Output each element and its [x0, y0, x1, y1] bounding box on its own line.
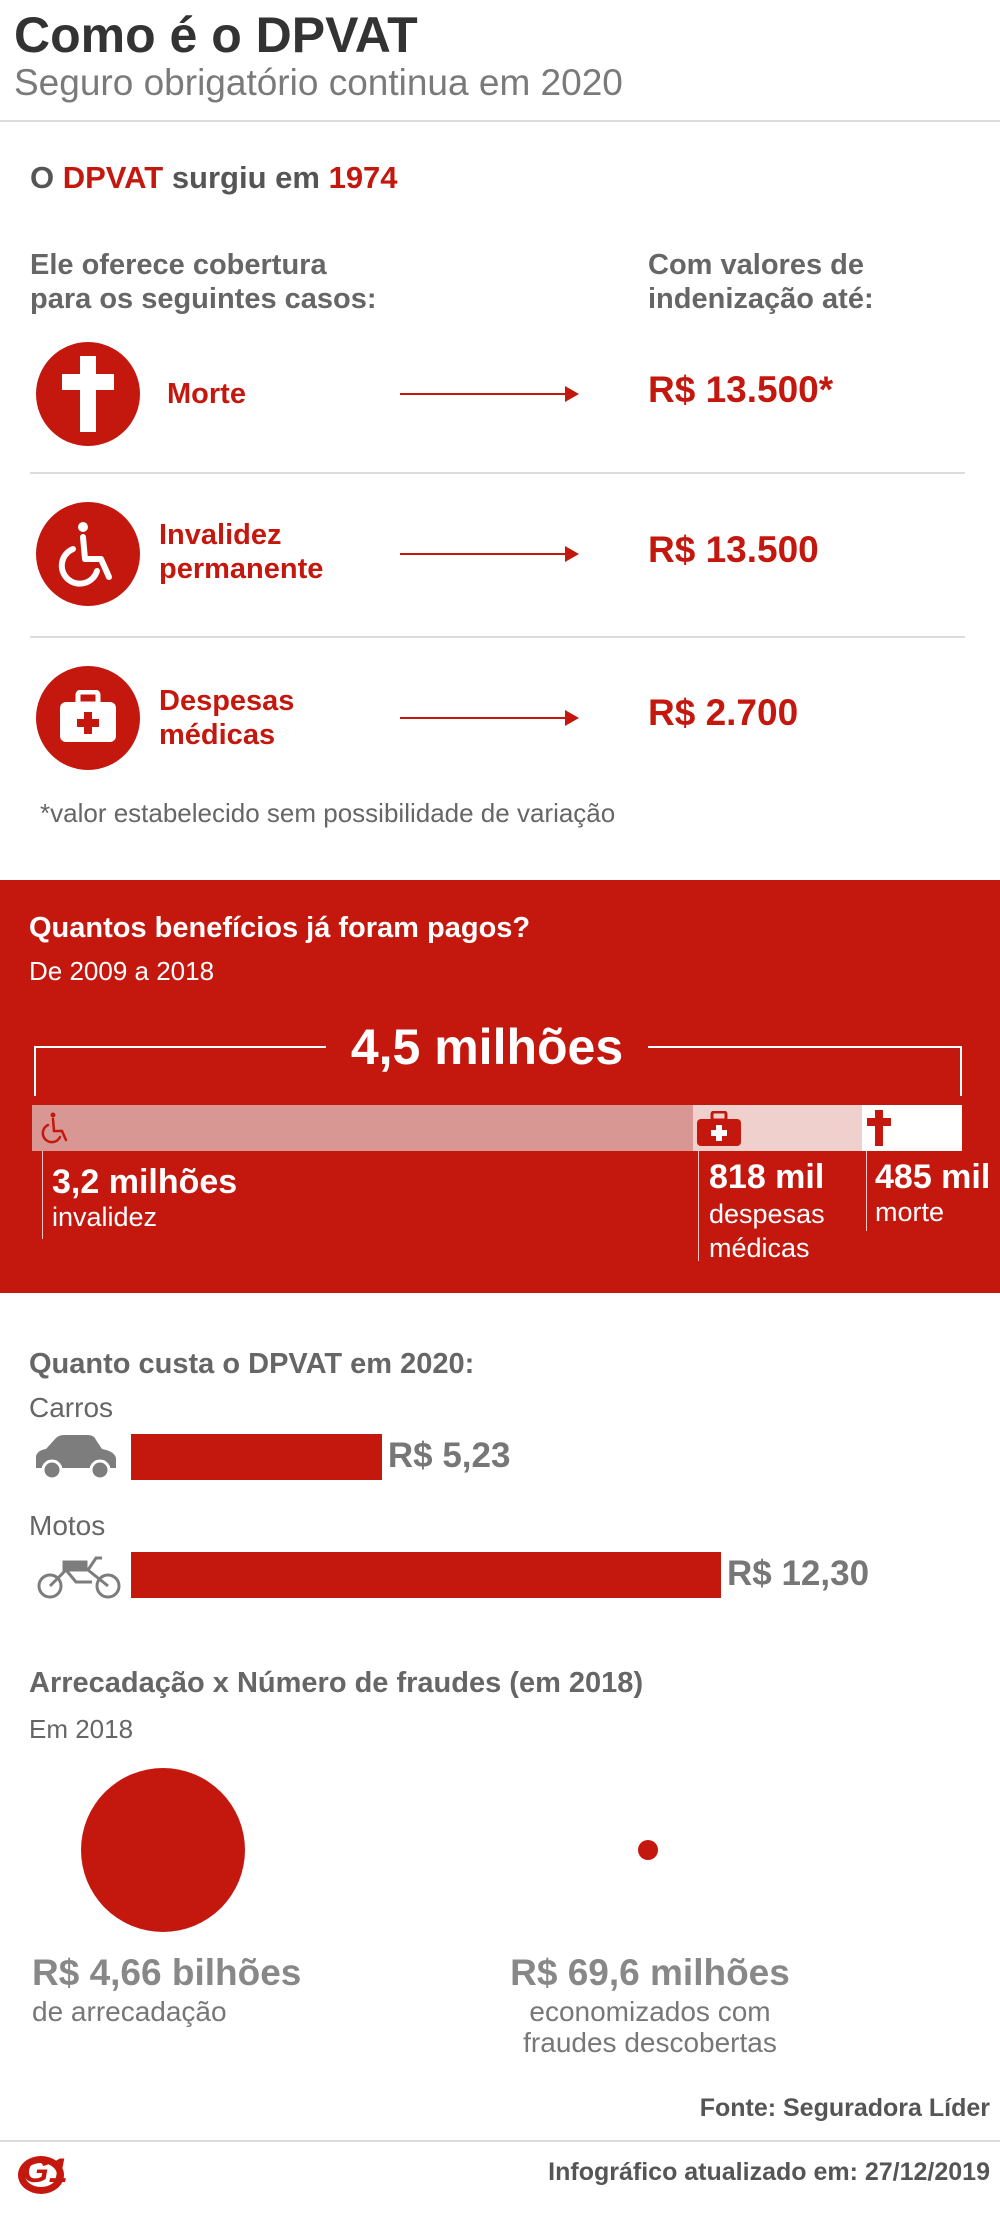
fraud-right-desc-line1: economizados com: [529, 1996, 771, 2027]
cost-bar-carros: [131, 1434, 382, 1480]
coverage-heading-right-line2: indenização até:: [648, 283, 874, 315]
cost-value-carros: R$ 5,23: [387, 1436, 511, 1475]
cross-icon: [36, 342, 140, 446]
fraud-right-desc-line2: fraudes descobertas: [523, 2027, 777, 2058]
benefits-title: Quantos benefícios já foram pagos?: [29, 912, 531, 944]
intro-prefix: O: [30, 160, 63, 195]
coverage-heading-left-line1: Ele oferece cobertura: [30, 249, 327, 281]
fraud-right-label: R$ 69,6 milhões economizados com fraudes…: [500, 1952, 800, 2058]
segment-leader-line: [866, 1151, 867, 1231]
case-label-despesas: Despesas médicas: [159, 684, 294, 752]
segment-leader-line: [42, 1151, 43, 1239]
case-label-line1: Despesas: [159, 685, 295, 717]
arrow-icon: [400, 710, 579, 726]
source-note: Fonte: Seguradora Líder: [699, 2094, 990, 2122]
medical-kit-icon: [696, 1111, 741, 1146]
fraud-right-value: R$ 69,6 milhões: [510, 1952, 790, 1993]
case-value-invalidez: R$ 13.500: [648, 529, 819, 570]
case-label-line2: médicas: [159, 719, 276, 751]
segment-label-despesas: 818 mil despesas médicas: [709, 1158, 825, 1265]
cost-label-carros: Carros: [29, 1392, 114, 1423]
intro-middle: surgiu em: [163, 160, 329, 195]
case-label-line2: permanente: [159, 553, 324, 585]
coverage-footnote: *valor estabelecido sem possibilidade de…: [40, 798, 616, 828]
fraud-title: Arrecadação x Número de fraudes (em 2018…: [29, 1667, 644, 1699]
header-divider: [0, 120, 1000, 122]
coverage-heading-left: Ele oferece cobertura para os seguintes …: [30, 248, 377, 316]
circle-arrecadacao: [81, 1768, 245, 1932]
cost-title: Quanto custa o DPVAT em 2020:: [29, 1348, 475, 1380]
cost-value-motos: R$ 12,30: [727, 1554, 870, 1593]
intro-year: 1974: [328, 160, 398, 195]
row-divider: [30, 472, 965, 474]
bar-segment-despesas: [692, 1105, 862, 1151]
benefits-panel: [0, 880, 1000, 1293]
segment-value: 485 mil: [875, 1158, 991, 1196]
fraud-left-value: R$ 4,66 bilhões: [32, 1952, 302, 1993]
segment-desc-line2: médicas: [709, 1233, 810, 1263]
segment-value: 3,2 milhões: [52, 1163, 238, 1201]
circle-fraudes: [637, 1839, 658, 1860]
page-subtitle: Seguro obrigatório continua em 2020: [14, 62, 623, 103]
case-label-line1: Morte: [167, 378, 246, 410]
fraud-subtitle: Em 2018: [29, 1714, 134, 1744]
arrow-icon: [400, 386, 579, 402]
bar-segment-invalidez: [32, 1105, 693, 1151]
cost-bar-motos: [131, 1552, 721, 1598]
bar-segment-morte: [861, 1105, 962, 1151]
bracket-left-line: [34, 1046, 326, 1048]
bracket-left-tick: [34, 1046, 36, 1096]
wheelchair-icon: [41, 1112, 68, 1144]
coverage-heading-left-line2: para os seguintes casos:: [30, 283, 377, 315]
case-value-morte: R$ 13.500*: [648, 369, 834, 410]
intro-name: DPVAT: [62, 160, 164, 195]
fraud-left-label: R$ 4,66 bilhões de arrecadação: [32, 1952, 301, 2028]
row-divider: [30, 636, 965, 638]
case-label-invalidez: Invalidez permanente: [159, 518, 323, 586]
medical-kit-icon: [36, 666, 140, 770]
coverage-heading-right-line1: Com valores de: [648, 249, 864, 281]
motorcycle-icon: [37, 1556, 121, 1599]
footer-divider: [0, 2140, 1000, 2142]
segment-label-morte: 485 mil morte: [875, 1158, 990, 1228]
intro-sentence: O DPVAT surgiu em 1974: [30, 160, 398, 196]
coverage-heading-right: Com valores de indenização até:: [648, 248, 874, 316]
segment-label-invalidez: 3,2 milhões invalidez: [52, 1163, 237, 1233]
benefits-period: De 2009 a 2018: [29, 956, 215, 986]
cross-icon: [866, 1110, 891, 1146]
cost-label-motos: Motos: [29, 1510, 106, 1541]
case-value-despesas: R$ 2.700: [648, 692, 799, 733]
bracket-right-line: [648, 1046, 962, 1048]
bracket-right-tick: [960, 1046, 962, 1096]
segment-desc: morte: [875, 1197, 945, 1227]
wheelchair-icon: [36, 502, 140, 606]
updated-note: Infográfico atualizado em: 27/12/2019: [548, 2158, 990, 2186]
case-label-line1: Invalidez: [159, 519, 282, 551]
arrow-icon: [400, 546, 579, 562]
case-label-morte: Morte: [167, 377, 246, 411]
page-title: Como é o DPVAT: [14, 7, 418, 63]
fraud-left-desc: de arrecadação: [32, 1996, 227, 2027]
segment-leader-line: [698, 1151, 699, 1261]
benefits-total: 4,5 milhões: [350, 1019, 624, 1075]
segment-desc: invalidez: [52, 1202, 158, 1232]
car-icon: [36, 1435, 116, 1481]
segment-value: 818 mil: [709, 1158, 825, 1196]
segment-desc-line1: despesas: [709, 1199, 825, 1229]
g1-logo: G1: [14, 2152, 76, 2198]
